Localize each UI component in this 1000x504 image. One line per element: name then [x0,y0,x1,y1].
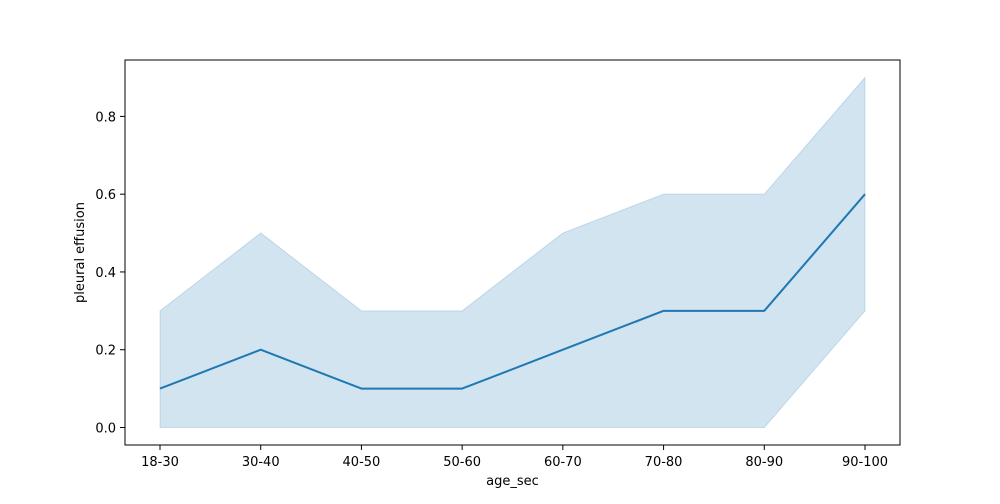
plot-frame [124,59,901,446]
series-line-layer [159,193,866,390]
data-point [562,349,564,351]
data-point [159,388,161,390]
series-line [159,193,866,390]
y-tick-label: 0.6 [95,188,116,203]
data-point [763,310,765,312]
confidence-band-layer [159,76,866,428]
y-tick-label: 0.0 [95,422,116,437]
confidence-band [159,76,866,428]
y-tick-label: 0.8 [95,110,116,125]
x-tick-label: 50-60 [443,455,481,470]
y-tick-label: 0.2 [95,344,116,359]
y-axis-ticks: 0.0 0.2 0.4 0.6 0.8 [95,110,125,437]
data-point [260,349,262,351]
x-tick-label: 60-70 [544,455,582,470]
data-point [663,310,665,312]
data-point [461,388,463,390]
y-axis-label: pleural effusion [73,202,88,303]
x-tick-label: 40-50 [343,455,381,470]
x-tick-label: 90-100 [842,455,888,470]
x-tick-label: 18-30 [141,455,179,470]
x-tick-label: 30-40 [242,455,280,470]
data-point [864,193,866,195]
x-axis-ticks: 18-30 30-40 40-50 50-60 60-70 70-80 80-90 90-10… [141,445,888,470]
x-axis-label: age_sec [486,474,539,489]
y-tick-label: 0.4 [95,266,116,281]
data-point [360,388,362,390]
x-tick-label: 80-90 [745,455,783,470]
x-tick-label: 70-80 [645,455,683,470]
